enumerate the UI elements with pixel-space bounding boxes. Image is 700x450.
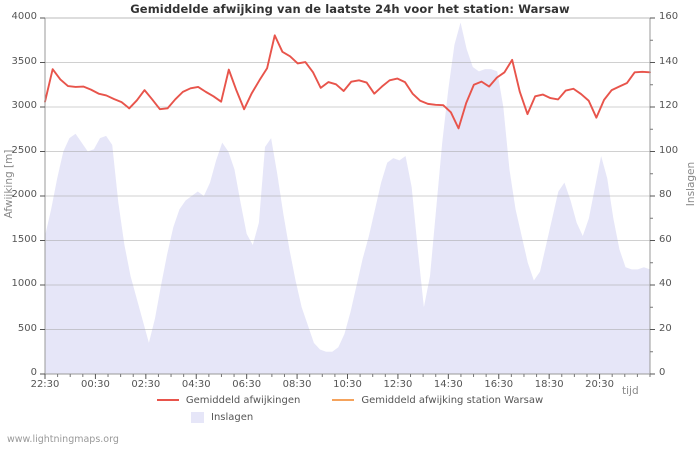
x-axis-tick-label: 00:30: [80, 379, 110, 390]
y-axis-right-tick-label: 0: [659, 367, 666, 378]
y-axis-right-tick-label: 20: [659, 322, 672, 334]
legend-item-label: Inslagen: [211, 411, 254, 423]
chart-legend: Gemiddeld afwijkingen Gemiddeld afwijking…: [0, 392, 700, 428]
y-axis-right-tick-label: 160: [659, 11, 679, 22]
x-axis-tick-label: 08:30: [282, 379, 312, 390]
y-axis-left-tick-label: 3000: [11, 100, 37, 111]
chart-title: Gemiddelde afwijking van de laatste 24h …: [130, 2, 570, 16]
y-axis-left-tick-label: 0: [30, 367, 37, 378]
y-axis-right-tick-label: 40: [659, 278, 672, 289]
x-axis-tick-label: 18:30: [534, 379, 564, 390]
x-axis-tick-label: 04:30: [181, 379, 211, 390]
x-axis-title: tijd: [622, 385, 639, 397]
legend-item[interactable]: Gemiddeld afwijking station Warsaw: [332, 392, 543, 408]
legend-row-secondary: Inslagen: [0, 409, 700, 425]
y-axis-left-tick-label: 2000: [11, 189, 37, 200]
y-axis-left-tick-label: 4000: [11, 11, 37, 22]
legend-item[interactable]: Inslagen: [191, 409, 253, 425]
y-axis-right-tick-label: 60: [659, 233, 672, 245]
x-axis-tick-label: 20:30: [585, 379, 614, 390]
legend-item-label: Gemiddeld afwijkingen: [185, 394, 301, 406]
x-axis-tick-label: 14:30: [433, 379, 463, 390]
x-axis-tick-label: 06:30: [232, 379, 262, 390]
deviation-line: [44, 34, 651, 130]
legend-line-swatch: [156, 399, 179, 401]
y-axis-right-tick-label: 80: [659, 189, 672, 200]
y-axis-left-tick-label: 1500: [11, 233, 37, 245]
y-axis-right-tick-label: 120: [659, 100, 679, 111]
y-axis-right-tick-label: 140: [659, 55, 679, 67]
x-axis-tick-label: 10:30: [333, 379, 362, 390]
y-axis-left-tick-label: 2500: [11, 144, 37, 156]
y-axis-right-tick-label: 100: [659, 144, 679, 156]
legend-item-label: Gemiddeld afwijking station Warsaw: [361, 394, 544, 406]
x-axis-tick-label: 22:30: [30, 379, 60, 390]
x-axis-tick-label: 02:30: [131, 379, 161, 390]
y-axis-left-tick-label: 500: [17, 322, 37, 334]
y-axis-left-tick-label: 1000: [11, 278, 37, 289]
impacts-area: [45, 22, 650, 374]
footer-attribution: www.lightningmaps.org: [7, 434, 119, 445]
legend-line-swatch: [332, 399, 355, 401]
x-axis-tick-label: 16:30: [484, 379, 514, 390]
y-axis-left-tick-label: 3500: [11, 55, 37, 67]
legend-row-primary: Gemiddeld afwijkingen Gemiddeld afwijking…: [0, 392, 700, 408]
legend-item[interactable]: Gemiddeld afwijkingen: [156, 392, 301, 408]
x-axis-tick-label: 12:30: [383, 379, 413, 390]
legend-area-swatch: [191, 411, 204, 423]
